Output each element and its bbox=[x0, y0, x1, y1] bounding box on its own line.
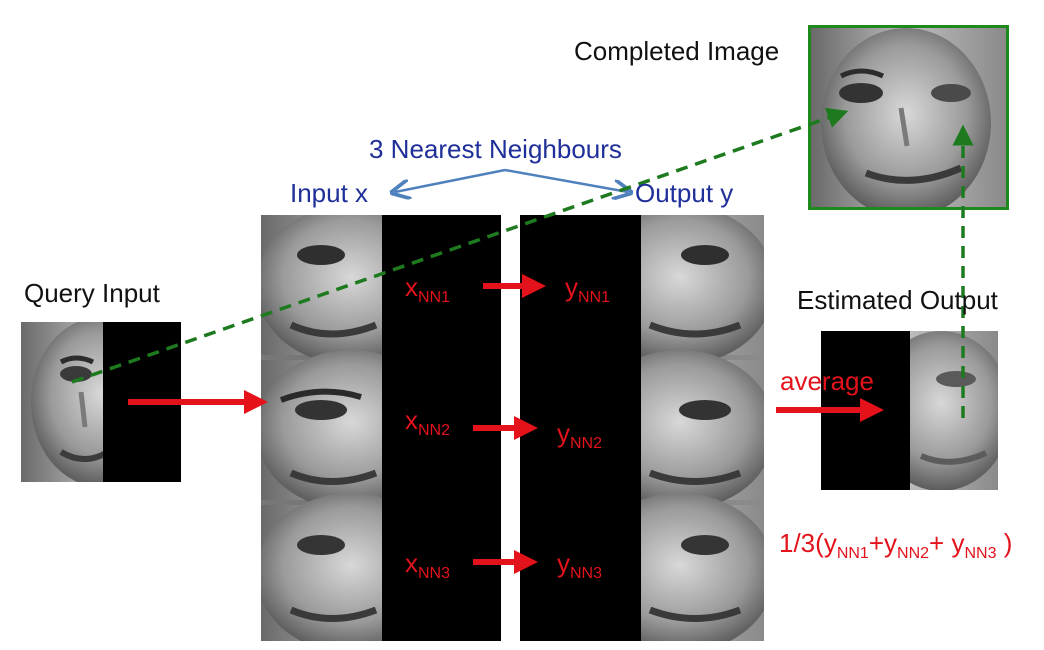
output-y-image-strip bbox=[520, 215, 764, 641]
y-nn1-label: yNN1 bbox=[565, 272, 611, 306]
input-x-label: Input x bbox=[290, 178, 369, 208]
query-input-label: Query Input bbox=[24, 278, 160, 308]
y-nn3-label: yNN3 bbox=[557, 548, 603, 582]
estimated-output-image bbox=[821, 331, 998, 490]
neighbours-split-arrow bbox=[395, 168, 628, 192]
average-label: average bbox=[780, 366, 874, 396]
average-formula: 1/3(yNN1+yNN2+ yNN3 ) bbox=[779, 528, 1013, 562]
nearest-neighbours-label: 3 Nearest Neighbours bbox=[369, 134, 622, 164]
output-y-label: Output y bbox=[635, 178, 734, 208]
query-input-image bbox=[21, 322, 181, 482]
completed-image bbox=[808, 25, 1009, 210]
dashed-query-to-completed-arrow bbox=[71, 107, 849, 384]
x-nn1-label: xNN1 bbox=[405, 272, 451, 306]
x-nn3-label: xNN3 bbox=[405, 548, 451, 582]
estimated-output-label: Estimated Output bbox=[797, 285, 998, 315]
y-nn2-label: yNN2 bbox=[557, 418, 603, 452]
x-nn2-label: xNN2 bbox=[405, 405, 451, 439]
completed-image-label: Completed Image bbox=[574, 36, 780, 66]
